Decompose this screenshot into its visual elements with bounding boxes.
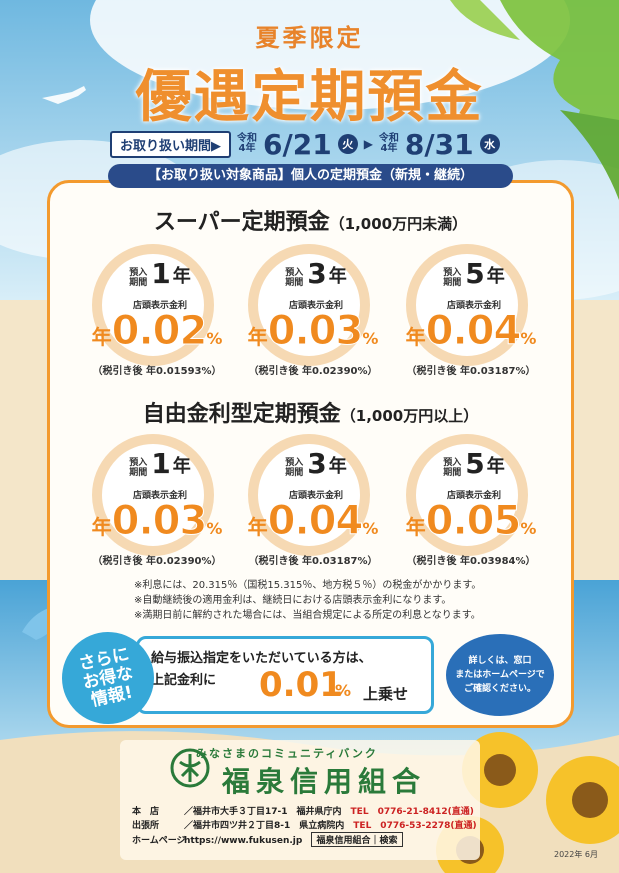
search-box[interactable]: 福泉信用組合｜検索 [311, 832, 403, 847]
start-dow: 火 [337, 134, 358, 154]
rate-value: 年0.04% [247, 498, 379, 545]
rate-ring [92, 434, 214, 556]
arrow-icon: ▶ [363, 137, 373, 151]
bank-name: 福泉信用組合 [222, 765, 427, 798]
rate-value: 年0.03% [247, 308, 379, 355]
period-label: お取り扱い期間▶ [110, 130, 231, 158]
address-row: 本 店／福井市大手３丁目17-1 福井県庁内 TEL 0776-21-8412(… [132, 807, 474, 817]
end-era: 令和 4年 [378, 133, 399, 154]
start-era: 令和 4年 [237, 133, 257, 154]
info-circle: 詳しくは、窓口 またはホームページで ご確認ください。 [446, 634, 554, 716]
term: 預入期間 1 年 [129, 257, 191, 290]
rate-card: 預入期間 5 年 店頭表示金利 年0.05% （税引き後 年0.03984%） [386, 434, 556, 584]
bank-logo-icon [170, 748, 210, 788]
start-date: 6/21 [263, 127, 332, 161]
super-title: スーパー定期預金（1,000万円未満） [153, 210, 468, 235]
rate-value: 年0.04% [405, 308, 537, 355]
term: 預入期間 1 年 [129, 447, 191, 480]
term: 預入期間 5 年 [443, 447, 505, 480]
rate-ring [248, 244, 370, 366]
rate-ring [406, 434, 528, 556]
season-label: 夏季限定 [255, 23, 364, 52]
extra-box: 給与振込指定をいただいている方は、 上記金利に 0.01 % 上乗せ [136, 636, 434, 714]
notes: ※利息には、20.315％（国税15.315％、地方税５％）の税金がかかります。… [134, 580, 482, 621]
homepage-row: ホームページhttps://www.fukusen.jp 福泉信用組合｜検索 [132, 832, 403, 847]
term: 預入期間 5 年 [443, 257, 505, 290]
rate-ring [92, 244, 214, 366]
term: 預入期間 3 年 [285, 257, 347, 290]
period-row: お取り扱い期間▶ 令和 4年 6/21 火 ▶ 令和 4年 8/31 水 [110, 127, 500, 161]
rate-ring [248, 434, 370, 556]
homepage-link[interactable]: https://www.fukusen.jp [184, 836, 303, 846]
rate-card: 預入期間 3 年 店頭表示金利 年0.04% （税引き後 年0.03187%） [228, 434, 398, 584]
rate-card: 預入期間 1 年 店頭表示金利 年0.02% （税引き後 年0.01593%） [72, 244, 242, 394]
issue-date: 2022年 6月 [554, 850, 598, 859]
term: 預入期間 3 年 [285, 447, 347, 480]
rate-value: 年0.03% [91, 498, 223, 545]
address-row: 出張所 ／福井市四ツ井２丁目8-1 県立病院内 TEL 0776-53-2278(… [132, 821, 477, 831]
page-title: 優遇定期預金 [135, 64, 484, 130]
end-dow: 水 [479, 134, 500, 154]
free-title: 自由金利型定期預金（1,000万円以上） [142, 402, 479, 427]
end-date: 8/31 [404, 127, 474, 161]
tagline: みなさまのコミュニティバンク [196, 747, 378, 760]
rate-card: 預入期間 5 年 店頭表示金利 年0.04% （税引き後 年0.03187%） [386, 244, 556, 394]
rate-card: 預入期間 3 年 店頭表示金利 年0.03% （税引き後 年0.02390%） [228, 244, 398, 394]
target-pill: 【お取り扱い対象商品】個人の定期預金（新規・継続） [108, 164, 513, 188]
rate-value: 年0.05% [405, 498, 537, 545]
rate-value: 年0.02% [91, 308, 223, 355]
rate-ring [406, 244, 528, 366]
rate-card: 預入期間 1 年 店頭表示金利 年0.03% （税引き後 年0.02390%） [72, 434, 242, 584]
